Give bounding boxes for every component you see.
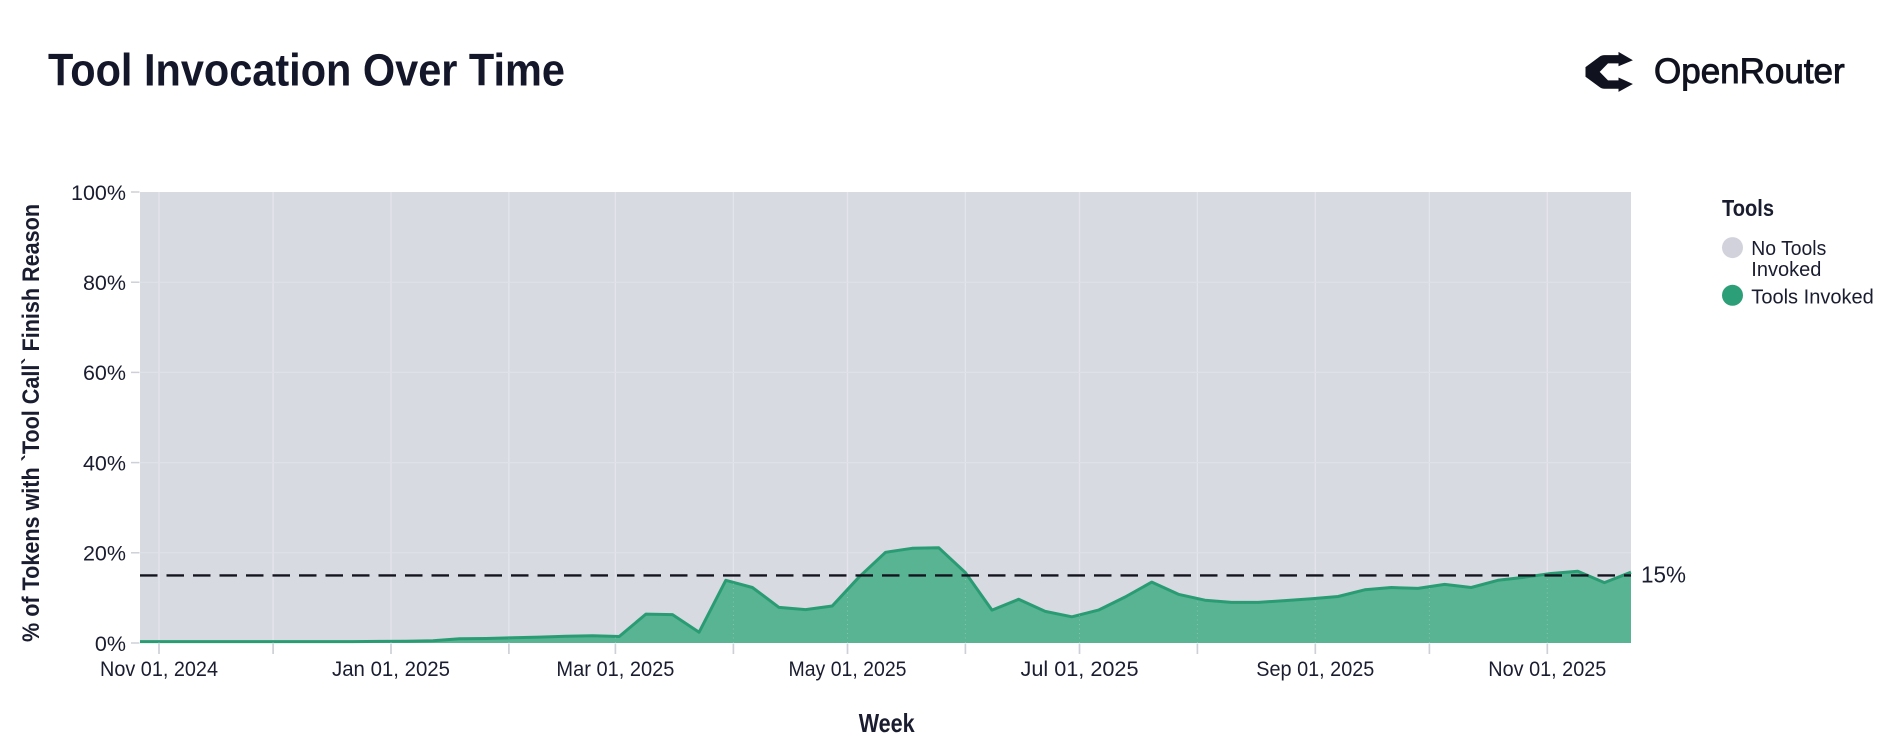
svg-text:Nov 01, 2025: Nov 01, 2025 — [1488, 657, 1606, 681]
svg-text:15%: 15% — [1641, 562, 1686, 588]
svg-text:Tool Invocation Over Time: Tool Invocation Over Time — [48, 45, 565, 96]
svg-text:Invoked: Invoked — [1751, 259, 1821, 281]
svg-text:60%: 60% — [83, 361, 126, 385]
svg-text:Sep 01, 2025: Sep 01, 2025 — [1256, 657, 1374, 681]
svg-text:Jan 01, 2025: Jan 01, 2025 — [332, 657, 450, 681]
svg-text:% of Tokens with `Tool Call` F: % of Tokens with `Tool Call` Finish Reas… — [18, 204, 45, 642]
svg-text:Tools: Tools — [1722, 195, 1774, 221]
svg-text:May 01, 2025: May 01, 2025 — [789, 657, 907, 681]
svg-text:80%: 80% — [83, 271, 126, 295]
svg-text:Mar 01, 2025: Mar 01, 2025 — [556, 657, 674, 681]
svg-text:20%: 20% — [83, 542, 126, 566]
svg-text:Tools Invoked: Tools Invoked — [1751, 287, 1874, 309]
svg-text:0%: 0% — [95, 632, 126, 656]
svg-text:Jul 01, 2025: Jul 01, 2025 — [1021, 657, 1139, 681]
svg-text:40%: 40% — [83, 451, 126, 475]
svg-text:100%: 100% — [71, 181, 126, 205]
svg-text:OpenRouter: OpenRouter — [1654, 52, 1845, 91]
svg-text:No Tools: No Tools — [1751, 238, 1826, 260]
svg-text:Nov 01, 2024: Nov 01, 2024 — [100, 657, 218, 681]
svg-text:Week: Week — [859, 708, 915, 738]
